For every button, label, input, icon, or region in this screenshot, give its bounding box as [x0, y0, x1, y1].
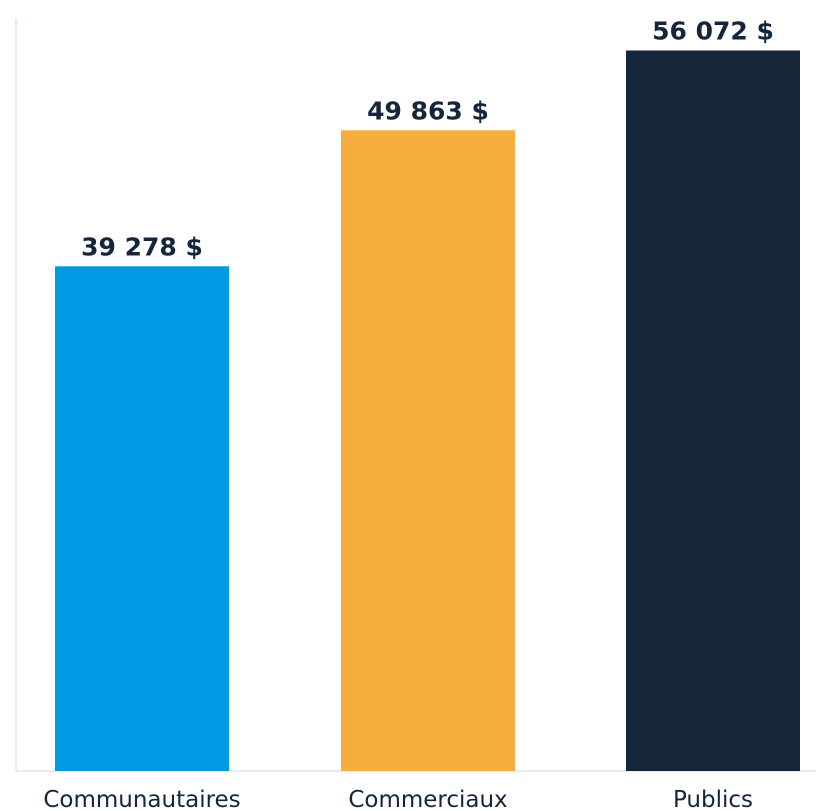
bars-group	[55, 50, 800, 772]
bar-publics	[626, 50, 800, 772]
value-label-publics: 56 072 $	[652, 16, 774, 45]
category-labels-group: Communautaires Commerciaux Publics	[43, 787, 753, 811]
value-label-commerciaux: 49 863 $	[367, 96, 489, 125]
category-label-commerciaux: Commerciaux	[348, 787, 507, 811]
bar-commerciaux	[341, 130, 515, 772]
bar-communautaires	[55, 266, 229, 771]
category-label-publics: Publics	[673, 787, 753, 811]
value-labels-group: 39 278 $ 49 863 $ 56 072 $	[81, 16, 774, 261]
category-label-communautaires: Communautaires	[43, 787, 240, 811]
value-label-communautaires: 39 278 $	[81, 232, 203, 261]
